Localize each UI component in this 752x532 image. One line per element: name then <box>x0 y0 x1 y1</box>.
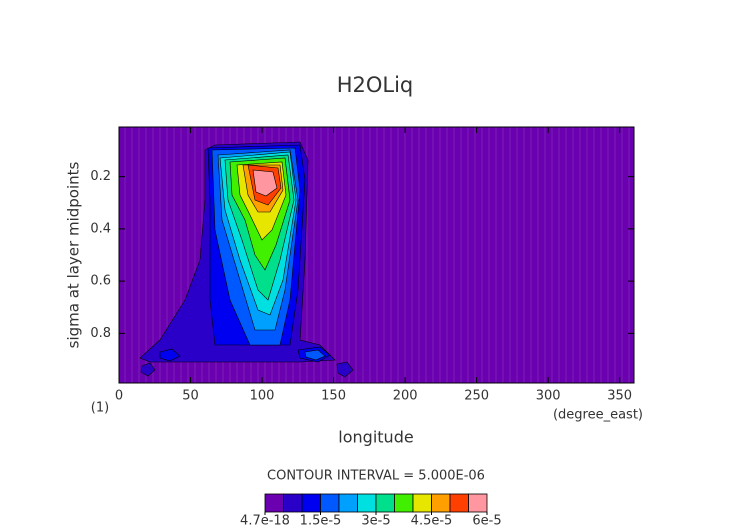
x-tick-label: 150 <box>321 389 346 404</box>
y-axis-label: sigma at layer midpoints <box>65 161 83 348</box>
colorbar-label: 4.5e-5 <box>411 514 453 529</box>
plot-frame <box>118 126 635 384</box>
colorbar-cell <box>449 493 469 513</box>
colorbar-label: 3e-5 <box>361 514 390 529</box>
colorbar-cell <box>320 493 340 513</box>
contour-region <box>336 361 354 378</box>
y-tick-label: 0.2 <box>90 169 111 184</box>
x-tick-label: 250 <box>464 389 489 404</box>
x-tick-label: 200 <box>393 389 418 404</box>
contour-region <box>252 169 278 197</box>
colorbar-cell <box>375 493 395 513</box>
x-axis-units: (degree_east) <box>553 408 643 423</box>
colorbar-cell <box>394 493 414 513</box>
colorbar-cell <box>412 493 432 513</box>
contour-region <box>140 362 156 377</box>
x-tick-label: 350 <box>607 389 632 404</box>
chart-title: H2OLiq <box>337 73 414 97</box>
colorbar-cell <box>357 493 377 513</box>
colorbar-cell <box>468 493 488 513</box>
x-tick-label: 100 <box>250 389 275 404</box>
colorbar-label: 6e-5 <box>472 514 501 529</box>
x-tick-label: 300 <box>536 389 561 404</box>
contour-region <box>159 348 181 362</box>
colorbar-label: 1.5e-5 <box>300 514 342 529</box>
x-tick-label: 0 <box>115 389 123 404</box>
colorbar-cell <box>283 493 303 513</box>
colorbar-label: 4.7e-18 <box>240 514 290 529</box>
annotation: (1) <box>91 401 109 416</box>
colorbar-cell <box>431 493 451 513</box>
colorbar-cell <box>338 493 358 513</box>
x-tick-label: 50 <box>182 389 199 404</box>
y-tick-label: 0.8 <box>90 326 111 341</box>
y-tick-label: 0.4 <box>90 221 111 236</box>
x-axis-label: longitude <box>338 428 413 447</box>
contour-region <box>304 349 326 361</box>
y-tick-label: 0.6 <box>90 274 111 289</box>
colorbar-cell <box>301 493 321 513</box>
colorbar-cell <box>264 493 284 513</box>
contour-interval: CONTOUR INTERVAL = 5.000E-06 <box>267 469 485 484</box>
